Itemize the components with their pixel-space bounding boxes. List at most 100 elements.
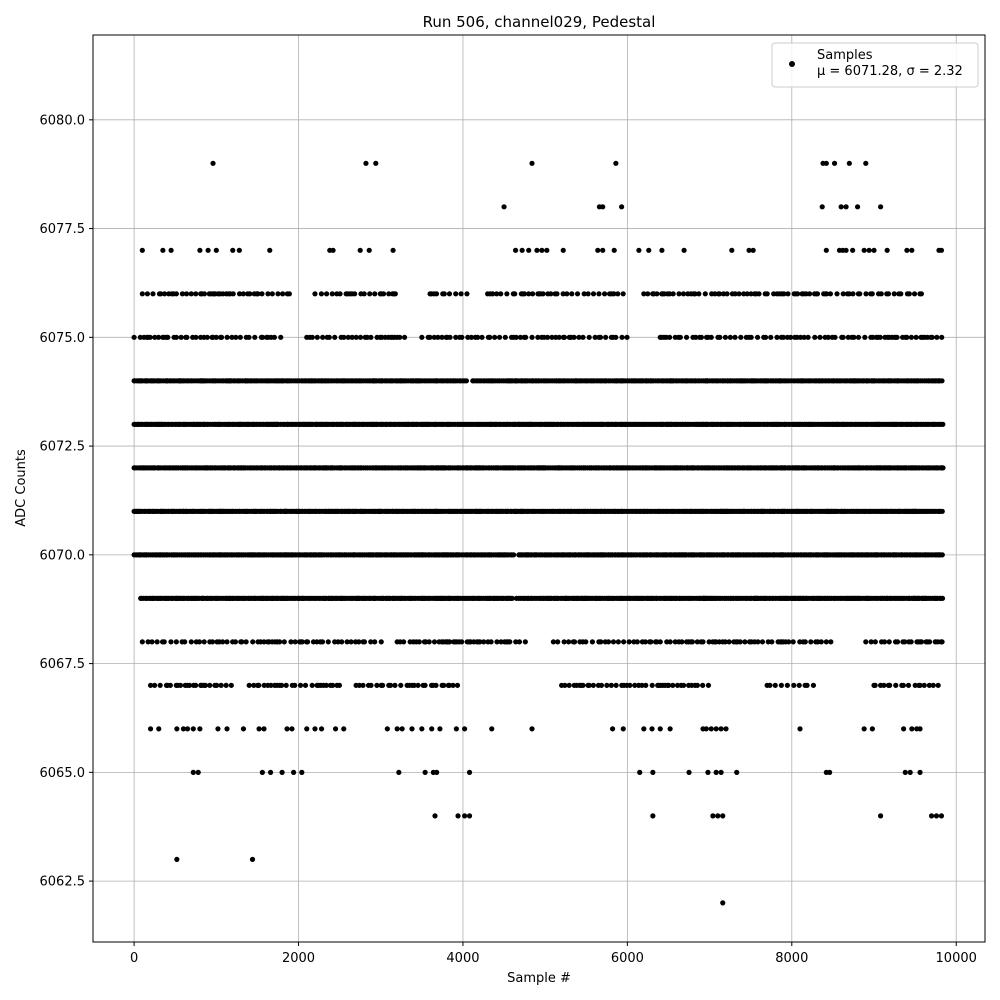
data-point	[156, 726, 162, 732]
data-point	[197, 247, 203, 253]
x-tick-label: 4000	[446, 951, 479, 966]
data-point	[851, 334, 857, 340]
data-point	[818, 639, 824, 645]
data-point	[626, 639, 632, 645]
data-point	[422, 682, 428, 688]
data-point	[808, 639, 814, 645]
data-point	[504, 291, 510, 297]
data-point	[863, 291, 869, 297]
x-tick-label: 8000	[775, 951, 808, 966]
data-point	[812, 334, 818, 340]
data-point	[893, 682, 899, 688]
data-point	[360, 682, 366, 688]
y-tick-label: 6070.0	[40, 548, 86, 563]
data-point	[356, 639, 362, 645]
data-point	[220, 639, 226, 645]
data-point	[466, 813, 473, 819]
data-point	[378, 639, 384, 645]
data-point	[674, 682, 681, 688]
data-point	[453, 334, 459, 340]
data-point	[158, 291, 164, 297]
data-point	[419, 334, 425, 340]
data-point	[868, 639, 874, 645]
data-point	[279, 682, 285, 688]
data-point	[318, 726, 325, 732]
data-point	[496, 334, 503, 340]
data-point	[291, 769, 297, 775]
data-point	[877, 813, 884, 819]
data-point	[708, 726, 714, 732]
data-point	[722, 334, 729, 340]
data-point	[429, 726, 435, 732]
data-point	[174, 726, 180, 732]
data-point	[357, 247, 363, 253]
data-point	[698, 334, 705, 340]
data-point	[939, 334, 945, 340]
data-point	[636, 247, 642, 253]
data-point	[791, 682, 797, 688]
data-point	[236, 247, 242, 253]
data-point	[639, 682, 645, 688]
data-point	[184, 726, 191, 732]
data-point	[277, 639, 283, 645]
data-point	[386, 291, 392, 297]
data-point	[680, 682, 687, 688]
data-point	[193, 334, 199, 340]
data-point	[209, 639, 216, 645]
data-point	[748, 291, 754, 297]
data-point	[180, 726, 187, 732]
data-point	[544, 334, 551, 340]
data-point	[174, 856, 180, 862]
data-point	[900, 682, 906, 688]
data-point	[620, 291, 626, 297]
data-point	[717, 334, 723, 340]
data-point	[535, 334, 541, 340]
data-point	[255, 291, 261, 297]
data-point	[912, 682, 918, 688]
data-point	[374, 682, 380, 688]
data-point	[302, 682, 309, 688]
data-point	[213, 334, 219, 340]
data-point	[530, 291, 536, 297]
data-point	[769, 639, 775, 645]
data-point	[571, 334, 577, 340]
data-point	[601, 291, 608, 297]
data-point	[917, 682, 923, 688]
data-point	[846, 160, 852, 166]
data-point	[256, 726, 262, 732]
data-point	[595, 247, 601, 253]
data-point	[150, 291, 156, 297]
data-point	[431, 639, 438, 645]
data-point	[850, 247, 856, 253]
data-point	[426, 639, 432, 645]
data-point	[909, 247, 915, 253]
data-point	[434, 769, 440, 775]
data-point	[513, 639, 519, 645]
data-point	[556, 334, 562, 340]
data-point	[240, 291, 246, 297]
data-point	[502, 334, 508, 340]
data-point	[214, 682, 220, 688]
data-point	[907, 769, 913, 775]
data-point	[341, 334, 347, 340]
data-point	[696, 291, 702, 297]
data-point	[611, 291, 617, 297]
data-point	[489, 726, 495, 732]
data-point	[246, 334, 252, 340]
data-point	[700, 682, 706, 688]
data-point	[419, 726, 425, 732]
data-point	[207, 682, 213, 688]
data-point	[904, 334, 910, 340]
data-point	[720, 900, 726, 906]
data-point	[732, 334, 738, 340]
data-point	[634, 639, 640, 645]
data-point	[667, 334, 673, 340]
data-point	[261, 682, 267, 688]
x-tick-label: 6000	[611, 951, 644, 966]
data-point	[299, 639, 305, 645]
data-point	[283, 682, 289, 688]
data-point	[795, 291, 801, 297]
data-point	[939, 639, 945, 645]
data-point	[759, 639, 766, 645]
data-point	[526, 291, 532, 297]
